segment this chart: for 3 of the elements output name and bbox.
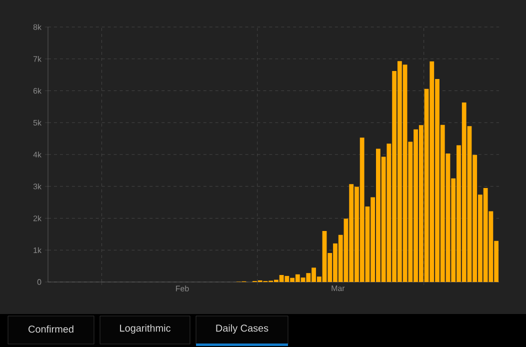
text: Logarithmic (120, 324, 170, 334)
text: Confirmed (28, 325, 74, 333)
text: Daily Cases (216, 324, 268, 334)
